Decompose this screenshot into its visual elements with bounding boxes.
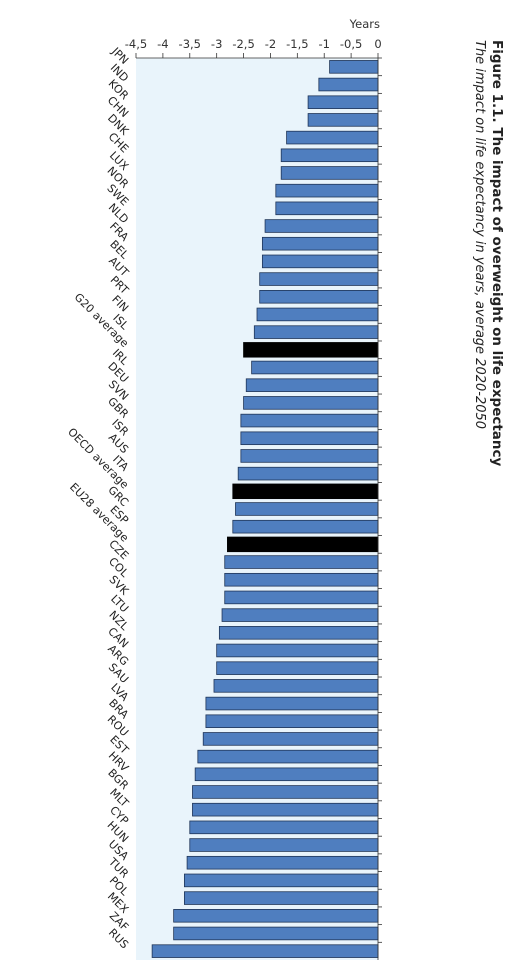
bar-isl bbox=[253, 325, 379, 339]
bar-che bbox=[280, 148, 379, 163]
bar-deu bbox=[245, 378, 379, 392]
bar-prt bbox=[259, 289, 379, 304]
value-tick-label: -1,5 bbox=[286, 37, 308, 51]
value-tick-label: -2,5 bbox=[232, 37, 254, 51]
bar-ita bbox=[237, 466, 379, 481]
bar-tur bbox=[183, 873, 379, 888]
bar-chn bbox=[307, 113, 379, 127]
bar-aut bbox=[259, 272, 379, 286]
value-tick-label: -3,5 bbox=[179, 37, 201, 51]
bar-jpn bbox=[329, 60, 379, 74]
bar-can bbox=[216, 643, 379, 658]
value-tick-label: 0 bbox=[374, 37, 381, 51]
bar-nld bbox=[264, 219, 379, 233]
value-ticks-group: 0 -0,5 -1 -1,5 -2 -2,5 -3 -3,5 -4 -4,5 bbox=[125, 37, 382, 58]
bar-svn bbox=[243, 396, 379, 410]
bar-lva bbox=[205, 696, 379, 711]
bar-aus bbox=[240, 449, 379, 463]
bar-eu28-average bbox=[227, 536, 379, 553]
bar-rus bbox=[151, 944, 379, 958]
value-tick-label: -2 bbox=[265, 37, 276, 51]
axis-unit-label: Years bbox=[349, 17, 380, 31]
bar-fin bbox=[256, 307, 379, 322]
bar-hun bbox=[189, 838, 379, 852]
bar-usa bbox=[186, 855, 379, 870]
bar-zaf bbox=[173, 926, 379, 941]
value-tick-label: -3 bbox=[211, 37, 222, 51]
bar-gbr bbox=[240, 413, 379, 428]
bar-hrv bbox=[194, 767, 379, 782]
bar-pol bbox=[183, 891, 379, 905]
value-tick-label: -4,5 bbox=[125, 37, 147, 51]
bar-nzl bbox=[218, 626, 379, 640]
bar-g20-average bbox=[243, 342, 379, 358]
bar-esp bbox=[232, 519, 379, 534]
bar-ltu bbox=[221, 608, 379, 622]
bar-swe bbox=[275, 201, 379, 216]
bar-svk bbox=[224, 590, 379, 605]
category-label: RUS bbox=[106, 926, 131, 951]
bar-ind bbox=[318, 77, 379, 92]
value-tick-label: -0,5 bbox=[340, 37, 362, 51]
bar-bgr bbox=[192, 785, 379, 799]
figure-title: Figure 1.1. The impact of overweight on … bbox=[489, 40, 505, 467]
bar-isr bbox=[240, 431, 379, 446]
figure-subtitle: The impact on life expectancy in years, … bbox=[472, 40, 487, 429]
bar-rou bbox=[202, 732, 379, 746]
bar-cyp bbox=[189, 820, 379, 835]
bar-nor bbox=[275, 183, 379, 198]
bar-irl bbox=[251, 360, 379, 375]
value-tick-label: -1 bbox=[318, 37, 329, 51]
bar-cze bbox=[224, 555, 379, 569]
bar-est bbox=[197, 749, 379, 764]
bar-fra bbox=[261, 236, 379, 251]
bar-mlt bbox=[192, 802, 379, 817]
bar-lux bbox=[280, 166, 379, 180]
bar-dnk bbox=[286, 130, 379, 145]
bar-bel bbox=[261, 254, 379, 269]
bar-mex bbox=[173, 909, 379, 923]
bar-grc bbox=[235, 502, 379, 516]
value-tick-label: -4 bbox=[157, 37, 168, 51]
bar-oecd-average bbox=[232, 483, 379, 500]
bars-group bbox=[151, 60, 379, 958]
bar-sau bbox=[213, 679, 379, 693]
bar-col bbox=[224, 572, 379, 587]
bar-arg bbox=[216, 661, 379, 675]
bar-bra bbox=[205, 714, 379, 728]
bar-kor bbox=[307, 95, 379, 109]
